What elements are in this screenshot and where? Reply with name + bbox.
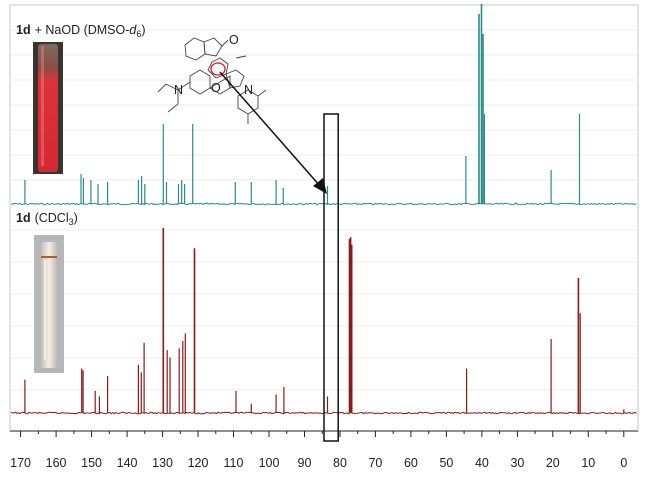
x-tick-label: 60: [404, 456, 418, 470]
atom-label-n1: N: [174, 83, 183, 97]
highlight-carbon-circle: [210, 62, 226, 76]
panel-label-bottom: 1d (CDCl3): [16, 211, 78, 227]
atom-label-o1: O: [229, 33, 239, 47]
condition-label-bottom: (CDCl: [35, 211, 69, 225]
highlight-box: [323, 113, 339, 442]
x-tick-label: 150: [81, 456, 102, 470]
x-tick-label: 10: [581, 456, 595, 470]
chemical-structure: [157, 37, 267, 124]
x-tick-label: 40: [475, 456, 489, 470]
x-tick-label: 160: [46, 456, 67, 470]
condition-label-top: + NaOD (DMSO-: [35, 23, 130, 37]
tube-photo-cdcl3: [34, 235, 64, 373]
condition-close-top: ): [141, 23, 145, 37]
pointer-arrow: [219, 71, 327, 194]
structure-atom-labels: O N O N: [174, 33, 253, 97]
panel-label-top: 1d + NaOD (DMSO-d6): [16, 23, 146, 39]
x-tick-label: 170: [10, 456, 31, 470]
tube-photo-nadod: [33, 42, 63, 174]
x-tick-label: 80: [333, 456, 347, 470]
x-tick-label: 30: [510, 456, 524, 470]
x-tick-label: 130: [152, 456, 173, 470]
compound-label-bottom: 1d: [16, 211, 31, 225]
compound-label-top: 1d: [16, 23, 31, 37]
solvent-italic-label: d: [129, 23, 137, 37]
x-tick-label: 110: [224, 456, 244, 470]
x-tick-label: 0: [620, 456, 627, 470]
x-tick-label: 140: [117, 456, 138, 470]
condition-close-bottom: ): [74, 211, 78, 225]
x-tick-label: 20: [546, 456, 560, 470]
solvent-subscript-bottom: 3: [69, 217, 74, 227]
x-tick-label: 50: [439, 456, 453, 470]
x-tick-label: 90: [298, 456, 312, 470]
x-tick-label: 100: [259, 456, 280, 470]
x-tick-label: 70: [368, 456, 382, 470]
x-tick-label: 120: [188, 456, 209, 470]
x-axis: 170 160 150 140 130 120 110 100 90 80 70 60 50 40 30 20…: [10, 430, 638, 470]
atom-label-n2: N: [244, 83, 253, 97]
atom-label-o2: O: [211, 81, 221, 95]
solvent-subscript-top: 6: [136, 29, 141, 39]
